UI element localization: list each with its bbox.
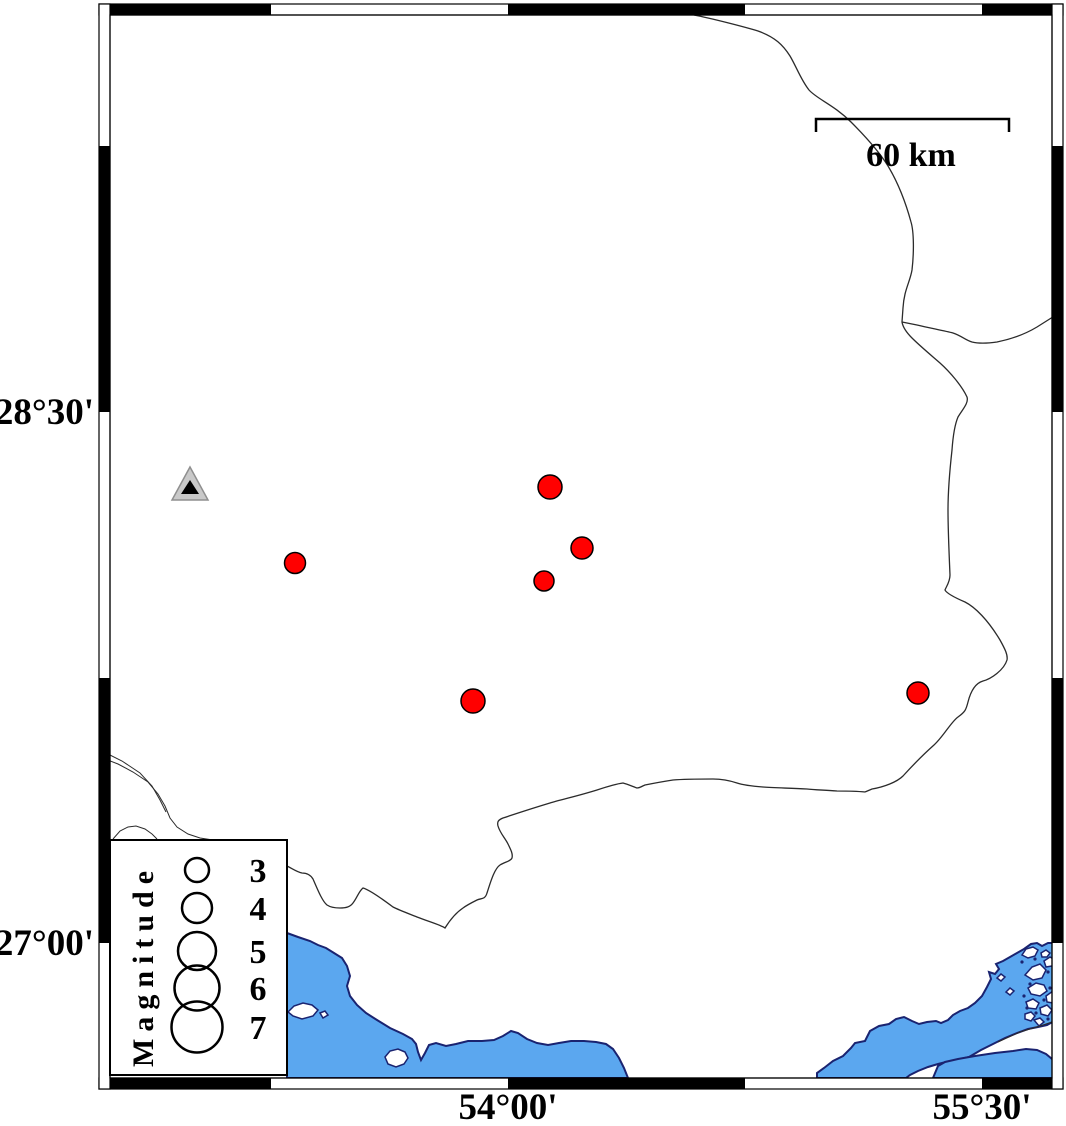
island — [384, 1048, 409, 1068]
frame-tick-segment — [110, 1078, 271, 1089]
lat-label-bottom: 27°00' — [0, 923, 94, 964]
sea-polygon — [816, 941, 1057, 1079]
island — [995, 973, 1007, 982]
scale-bar-label: 60 km — [866, 137, 956, 174]
boundary-line — [112, 825, 158, 840]
legend-title: Magnitude — [127, 864, 160, 1067]
earthquake-epicenter — [533, 570, 555, 592]
scale-bar: 60 km — [814, 117, 1011, 174]
island — [1020, 946, 1039, 959]
islet-speck — [1048, 986, 1052, 990]
station-triangle-inner — [181, 480, 199, 494]
legend-magnitude-circle — [170, 1000, 224, 1054]
earthquake-epicenter — [537, 474, 563, 500]
legend-items: 34 567 — [170, 853, 267, 1054]
islet-speck — [1046, 1017, 1050, 1021]
boundary-line — [997, 1021, 1053, 1043]
boundary-line — [99, 749, 167, 813]
station-marker — [170, 465, 210, 501]
earthquake-epicenter — [460, 688, 486, 714]
legend-magnitude-value: 7 — [250, 1010, 267, 1047]
frame-tick-segment — [508, 1078, 745, 1089]
legend-magnitude-value: 6 — [250, 971, 267, 1008]
earthquake-epicenter — [570, 536, 594, 560]
legend-magnitude-value: 3 — [250, 853, 267, 890]
islet-speck — [1046, 970, 1050, 974]
frame-tick-segment — [982, 1078, 1052, 1089]
island — [1024, 1011, 1037, 1022]
lat-label-top: 28°30' — [0, 392, 94, 433]
legend-magnitude-value: 4 — [250, 891, 267, 928]
frame-tick-segment — [508, 4, 745, 15]
legend-magnitude-circle — [176, 930, 218, 972]
island — [318, 1010, 330, 1020]
lon-label-right: 55°30' — [932, 1087, 1031, 1126]
island — [1032, 1017, 1046, 1028]
island — [1039, 1004, 1053, 1017]
islet-speck — [1042, 998, 1046, 1002]
frame-tick-segment — [1052, 678, 1063, 943]
islet-speck — [1034, 1011, 1038, 1015]
lon-label-left: 54°00' — [458, 1087, 557, 1126]
boundary-line — [286, 778, 866, 929]
border-lines-layer — [99, 14, 1057, 1043]
islet-speck — [1022, 994, 1026, 998]
island-layer — [286, 946, 1057, 1068]
earthquake-epicenter — [906, 681, 930, 705]
legend-box — [109, 839, 288, 1076]
earthquake-epicenter — [283, 551, 307, 575]
frame-tick-segment — [99, 146, 110, 412]
axis-labels: 28°30' 27°00' 54°00' 55°30' — [0, 392, 1032, 1126]
legend-magnitude-circle — [173, 964, 221, 1012]
magnitude-legend: Magnitude 34 567 — [109, 839, 288, 1076]
map-frame — [98, 3, 1064, 1090]
island — [286, 1002, 320, 1020]
islet-speck — [1020, 960, 1024, 964]
islet-speck — [1033, 957, 1037, 961]
legend-magnitude-value: 5 — [250, 934, 267, 971]
boundary-line — [693, 14, 1008, 793]
frame-tick-segment — [99, 678, 110, 943]
island — [1040, 949, 1052, 958]
frame-tick-segment — [982, 4, 1052, 15]
legend-magnitude-circle — [183, 856, 211, 884]
scale-bar-bracket — [814, 117, 1011, 132]
frame-tick-segment — [110, 4, 271, 15]
sea-polygon — [286, 931, 630, 1079]
frame-tick-segment — [1052, 146, 1063, 412]
earthquake-markers — [283, 474, 930, 714]
island — [1004, 987, 1016, 996]
boundary-line — [99, 756, 214, 841]
islet-speck — [1028, 982, 1032, 986]
legend-magnitude-circle — [180, 891, 214, 925]
boundary-line — [901, 314, 1057, 344]
frame-inner-border — [109, 14, 1053, 1079]
island — [1027, 982, 1048, 997]
islet-speck — [1025, 1006, 1029, 1010]
island — [1023, 963, 1047, 981]
